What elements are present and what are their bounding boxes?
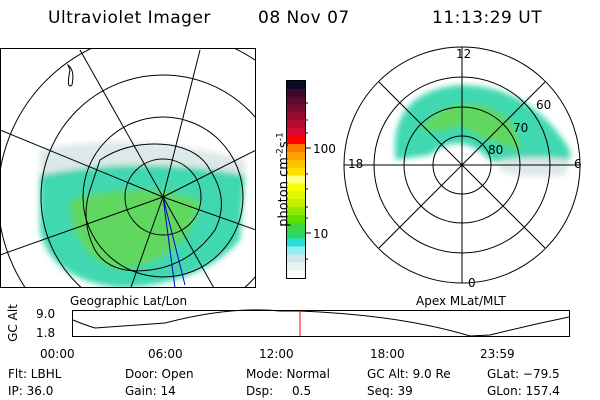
colorbar-segment (287, 112, 305, 121)
mode-info: Mode: Normal (246, 367, 330, 381)
colorbar-segment (287, 136, 305, 145)
colorbar-segment (287, 246, 305, 255)
colorbar-segment (287, 175, 305, 184)
colorbar-segment (287, 214, 305, 224)
colorbar-segment (287, 167, 305, 177)
colorbar-segment (287, 254, 305, 263)
colorbar-tick-10: 10 (313, 227, 329, 241)
left-map-frame (0, 48, 256, 288)
altitude-plot-frame (72, 310, 570, 337)
xtick-0600: 06:00 (148, 347, 183, 361)
colorbar-segment (287, 151, 305, 161)
glon-info: GLon: 157.4 (487, 384, 560, 398)
colorbar-segment (287, 183, 305, 192)
xtick-1800: 18:00 (370, 347, 405, 361)
altitude-ytick-min: 1.8 (36, 326, 56, 340)
date-label: 08 Nov 07 (258, 8, 350, 28)
mlat-label-60: 60 (536, 98, 552, 112)
colorbar-segment (287, 270, 305, 279)
aurora-emission-right (395, 85, 570, 177)
mlt-label-12: 12 (456, 47, 472, 61)
colorbar-segment (287, 191, 305, 200)
mlat-label-70: 70 (513, 121, 529, 135)
xtick-0000: 00:00 (40, 347, 75, 361)
altitude-ylabel: GC Alt (5, 304, 20, 342)
landmass (66, 63, 74, 87)
mlt-label-18: 18 (348, 157, 364, 171)
colorbar-segment (287, 159, 305, 169)
colorbar-segment (287, 128, 305, 137)
left-map-caption: Geographic Lat/Lon (70, 294, 188, 308)
gain-info: Gain: 14 (125, 384, 176, 398)
colorbar-segment (287, 207, 305, 216)
dsp-value: 0.5 (292, 384, 312, 398)
xtick-2359: 23:59 (480, 347, 515, 361)
ip-info: IP: 36.0 (8, 384, 54, 398)
colorbar-segment (287, 222, 305, 232)
colorbar-tick-100: 100 (313, 142, 336, 156)
altitude-curve (72, 309, 570, 337)
colorbar-ticks (305, 102, 311, 260)
filter-info: Flt: LBHL (8, 367, 62, 381)
colorbar-segment (287, 96, 305, 106)
glat-info: GLat: −79.5 (487, 367, 560, 381)
colorbar-segment (287, 104, 305, 114)
geographic-map (0, 48, 256, 288)
mlt-label-6: 6 (574, 157, 582, 171)
seq-info: Seq: 39 (367, 384, 413, 398)
colorbar-segment (287, 199, 305, 208)
time-label: 11:13:29 UT (432, 8, 543, 28)
colorbar-frame (286, 80, 306, 279)
lat-lon-grid (0, 48, 256, 288)
colorbar (287, 81, 305, 279)
door-info: Door: Open (125, 367, 194, 381)
apex-polar-map (343, 46, 581, 284)
right-map-caption: Apex MLat/MLT (416, 294, 506, 308)
colorbar-segment (287, 238, 305, 247)
colorbar-segment (287, 88, 305, 98)
instrument-title: Ultraviolet Imager (48, 8, 211, 28)
colorbar-segment (287, 120, 305, 129)
aurora-emission-left (40, 142, 245, 288)
colorbar-segment (287, 81, 305, 90)
mlt-label-0: 0 (468, 276, 476, 290)
colorbar-segment (287, 262, 305, 271)
colorbar-label: photon cm-2s-1 (275, 132, 292, 227)
antarctica-coastline (85, 143, 222, 272)
gc-alt-info: GC Alt: 9.0 Re (367, 367, 451, 381)
mlat-label-80: 80 (488, 143, 504, 157)
colorbar-segment (287, 144, 305, 153)
dsp-label: Dsp: (246, 384, 274, 398)
altitude-ytick-max: 9.0 (36, 307, 56, 321)
colorbar-segment (287, 230, 305, 240)
terminator-line (162, 196, 186, 286)
xtick-1200: 12:00 (259, 347, 294, 361)
